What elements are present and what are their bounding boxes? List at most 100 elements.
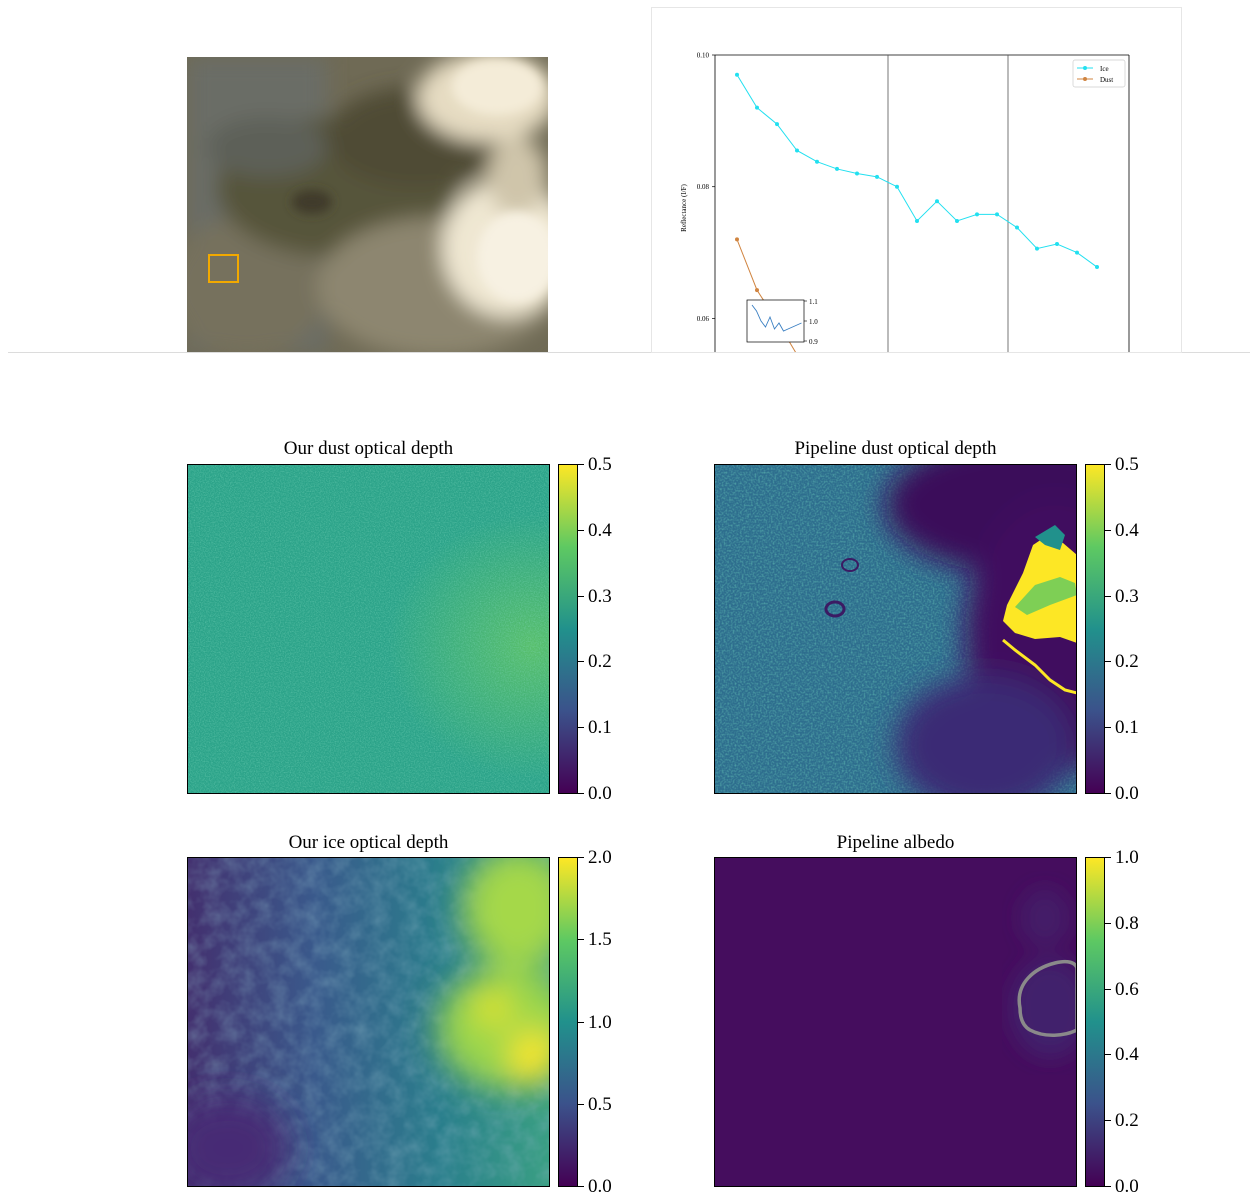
colorbar-tick-mark [1105, 989, 1111, 990]
data-point-ice [935, 199, 939, 204]
colorbar-tick-label: 0.4 [1115, 1044, 1139, 1065]
colorbar-tick-label: 1.0 [1115, 847, 1139, 868]
colorbar-tick-label: 0.5 [588, 1094, 612, 1115]
heatmap-pipeline-dust-art [715, 465, 1076, 793]
colorbar-tick-mark [578, 727, 584, 728]
data-point-ice [955, 218, 959, 223]
colorbar [1085, 464, 1105, 794]
panel-title: Our ice optical depth [288, 832, 449, 853]
colorbar-tick-label: 0.2 [1115, 651, 1139, 672]
data-point-ice [755, 105, 759, 110]
legend-box [1072, 59, 1126, 88]
colorbar-tick-mark [578, 596, 584, 597]
colorbar-tick-label: 0.5 [1115, 454, 1139, 475]
data-point-ice [735, 72, 739, 77]
colorbar-tick-mark [1105, 661, 1111, 662]
inset-line [751, 304, 802, 332]
data-point-ice [855, 171, 859, 176]
colorbar-tick-mark [578, 793, 584, 794]
panel-title: Pipeline albedo [836, 832, 955, 853]
data-point-dust [735, 237, 739, 242]
colorbar [1085, 857, 1105, 1187]
heatmap-our-ice-art [188, 858, 549, 1186]
colorbar-tick-label: 2.0 [588, 847, 612, 868]
colorbar-tick-mark [1105, 1054, 1111, 1055]
colorbar-tick-label: 1.0 [588, 1012, 612, 1033]
heatmap-pipeline-dust [714, 464, 1077, 794]
inset-tick-label: 1.1 [809, 298, 818, 306]
colorbar-tick-mark [1105, 596, 1111, 597]
colorbar-tick-mark [1105, 857, 1111, 858]
colorbar-tick-label: 1.5 [588, 929, 612, 950]
series-line-ice [736, 74, 1098, 268]
colorbar-tick-label: 0.4 [588, 520, 612, 541]
panel-title: Our dust optical depth [283, 438, 454, 459]
heatmap-pipeline-albedo-art [1010, 888, 1076, 1058]
panel-title: Pipeline dust optical depth [794, 438, 997, 459]
data-point-dust [755, 288, 759, 293]
legend-dust-marker [1083, 77, 1087, 81]
y-axis-label: Reflectance (I/F) [680, 184, 688, 232]
reflectance-chart: Reflectance (I/F) 0.100.080.060.04 Ice D… [651, 7, 1182, 353]
legend-ice-label: Ice [1100, 65, 1109, 73]
colorbar-tick-mark [1105, 530, 1111, 531]
heatmap-our-dust [187, 464, 550, 794]
colorbar-tick-mark [1105, 793, 1111, 794]
colorbar-tick-mark [1105, 1120, 1111, 1121]
separator-right [1182, 352, 1250, 353]
y-ticks: 0.100.080.060.04 [697, 52, 715, 323]
data-point-ice [1055, 242, 1059, 247]
colorbar-tick-label: 0.0 [1115, 783, 1139, 804]
colorbar-tick-label: 0.5 [588, 454, 612, 475]
colorbar-tick-mark [578, 1022, 584, 1023]
heatmap-pipeline-albedo [714, 857, 1077, 1187]
data-point-ice [995, 212, 999, 217]
data-point-ice [1095, 265, 1099, 270]
legend-ice-marker [1083, 66, 1087, 70]
data-point-ice [1075, 250, 1079, 255]
inset: 1.1 1.0 0.9 [746, 298, 818, 346]
colorbar-tick-label: 0.0 [1115, 1176, 1139, 1197]
selection-box [208, 254, 239, 283]
colorbar-tick-label: 0.3 [1115, 586, 1139, 607]
colorbar-tick-mark [578, 1104, 584, 1105]
colorbar-tick-label: 0.2 [588, 651, 612, 672]
heatmap-our-dust-art [188, 465, 549, 793]
colorbar [558, 857, 578, 1187]
inset-tick-label: 0.9 [809, 338, 818, 346]
vertical-lines [887, 55, 1009, 352]
colorbar-tick-mark [1105, 1186, 1111, 1187]
colorbar-tick-label: 0.0 [588, 783, 612, 804]
inset-box [746, 299, 805, 343]
heatmap-our-ice [187, 857, 550, 1187]
colorbar-tick-mark [578, 530, 584, 531]
colorbar-tick-mark [578, 939, 584, 940]
data-point-ice [835, 166, 839, 171]
data-point-ice [895, 184, 899, 189]
data-point-ice [975, 212, 979, 217]
colorbar-tick-label: 0.3 [588, 586, 612, 607]
legend: Ice Dust [1072, 59, 1126, 88]
colorbar-tick-label: 0.6 [1115, 979, 1139, 1000]
colorbar-tick-label: 0.0 [588, 1176, 612, 1197]
inset-tick-label: 1.0 [809, 318, 818, 326]
satellite-image-art [187, 57, 548, 353]
albedo-outline [1017, 959, 1076, 1037]
data-point-ice [915, 218, 919, 223]
separator-left [8, 352, 651, 353]
colorbar-tick-label: 0.1 [588, 717, 612, 738]
y-tick-label: 0.10 [697, 52, 710, 60]
satellite-image [187, 57, 548, 353]
colorbar-tick-mark [578, 464, 584, 465]
data-point-ice [775, 122, 779, 127]
data-point-ice [1035, 246, 1039, 251]
colorbar [558, 464, 578, 794]
y-tick-label: 0.06 [697, 315, 710, 323]
reflectance-chart-svg: Reflectance (I/F) 0.100.080.060.04 Ice D… [680, 52, 1130, 352]
data-point-ice [815, 159, 819, 164]
colorbar-tick-mark [578, 1186, 584, 1187]
colorbar-tick-mark [1105, 727, 1111, 728]
colorbar-tick-label: 0.8 [1115, 913, 1139, 934]
data-point-ice [875, 174, 879, 179]
colorbar-tick-label: 0.4 [1115, 520, 1139, 541]
